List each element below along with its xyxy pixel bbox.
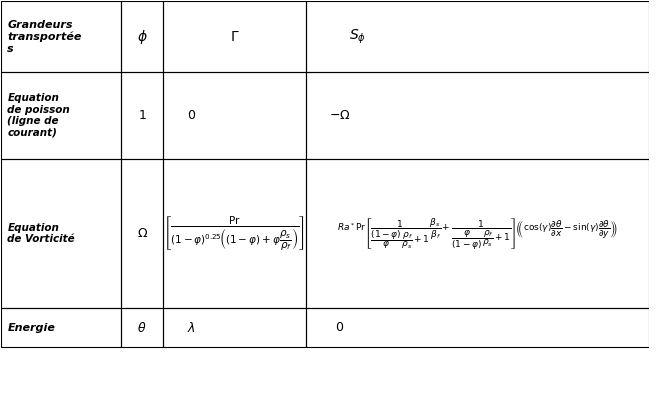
Bar [121, 159, 163, 308]
Bar [121, 72, 163, 159]
Bar [163, 72, 306, 159]
Text: $\theta$: $\theta$ [138, 321, 147, 335]
Bar [163, 308, 306, 347]
Bar [1, 159, 121, 308]
Bar [306, 308, 649, 347]
Text: $\Omega$: $\Omega$ [136, 227, 148, 240]
Bar [1, 308, 121, 347]
Text: $\phi$: $\phi$ [137, 28, 148, 46]
Bar [306, 159, 649, 308]
Text: $-\Omega$: $-\Omega$ [329, 109, 351, 122]
Bar [1, 72, 121, 159]
Bar [1, 2, 121, 72]
Bar [163, 2, 306, 72]
Bar [121, 2, 163, 72]
Bar [306, 72, 649, 159]
Bar [306, 2, 649, 72]
Text: $S_{\phi}$: $S_{\phi}$ [348, 28, 365, 46]
Text: $1$: $1$ [138, 109, 146, 122]
Text: Energie: Energie [7, 323, 55, 333]
Bar [163, 159, 306, 308]
Text: $0$: $0$ [187, 109, 196, 122]
Text: Grandeurs
transportée
s: Grandeurs transportée s [7, 20, 82, 54]
Text: $\left[\dfrac{\mathrm{Pr}}{(1-\varphi)^{0.25}\!\left((1-\varphi)+\varphi\dfrac{\: $\left[\dfrac{\mathrm{Pr}}{(1-\varphi)^{… [163, 214, 305, 252]
Text: Equation
de Vorticité: Equation de Vorticité [7, 223, 75, 244]
Text: $0$: $0$ [335, 321, 344, 334]
Text: $Ra^*\mathrm{Pr}\left[\dfrac{1}{\dfrac{(1-\varphi)}{\varphi}\dfrac{\rho_f}{\rho_: $Ra^*\mathrm{Pr}\left[\dfrac{1}{\dfrac{(… [337, 216, 618, 251]
Text: $\Gamma$: $\Gamma$ [230, 30, 239, 44]
Text: $\lambda$: $\lambda$ [188, 321, 196, 335]
Bar [121, 308, 163, 347]
Text: Equation
de poisson
(ligne de
courant): Equation de poisson (ligne de courant) [7, 93, 70, 138]
